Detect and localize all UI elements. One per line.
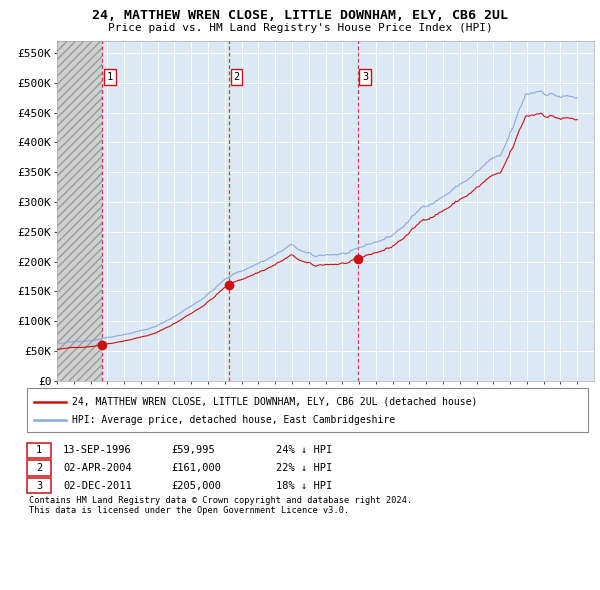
Text: 3: 3 — [362, 72, 368, 82]
Text: This data is licensed under the Open Government Licence v3.0.: This data is licensed under the Open Gov… — [29, 506, 349, 516]
Bar — [57, 41, 103, 381]
Text: 3: 3 — [36, 481, 42, 490]
Text: 1: 1 — [36, 445, 42, 455]
Text: £59,995: £59,995 — [171, 445, 215, 455]
Text: 02-APR-2004: 02-APR-2004 — [63, 463, 132, 473]
Text: Contains HM Land Registry data © Crown copyright and database right 2024.: Contains HM Land Registry data © Crown c… — [29, 496, 412, 505]
Text: 2: 2 — [233, 72, 239, 82]
Text: 24% ↓ HPI: 24% ↓ HPI — [276, 445, 332, 455]
Text: HPI: Average price, detached house, East Cambridgeshire: HPI: Average price, detached house, East… — [72, 415, 395, 425]
Text: Price paid vs. HM Land Registry's House Price Index (HPI): Price paid vs. HM Land Registry's House … — [107, 23, 493, 33]
Text: 22% ↓ HPI: 22% ↓ HPI — [276, 463, 332, 473]
Text: 2: 2 — [36, 463, 42, 473]
Text: 24, MATTHEW WREN CLOSE, LITTLE DOWNHAM, ELY, CB6 2UL: 24, MATTHEW WREN CLOSE, LITTLE DOWNHAM, … — [92, 9, 508, 22]
Text: 02-DEC-2011: 02-DEC-2011 — [63, 481, 132, 490]
Text: 13-SEP-1996: 13-SEP-1996 — [63, 445, 132, 455]
Text: 18% ↓ HPI: 18% ↓ HPI — [276, 481, 332, 490]
Text: £205,000: £205,000 — [171, 481, 221, 490]
Text: £161,000: £161,000 — [171, 463, 221, 473]
Text: 1: 1 — [107, 72, 113, 82]
Text: 24, MATTHEW WREN CLOSE, LITTLE DOWNHAM, ELY, CB6 2UL (detached house): 24, MATTHEW WREN CLOSE, LITTLE DOWNHAM, … — [72, 397, 478, 407]
